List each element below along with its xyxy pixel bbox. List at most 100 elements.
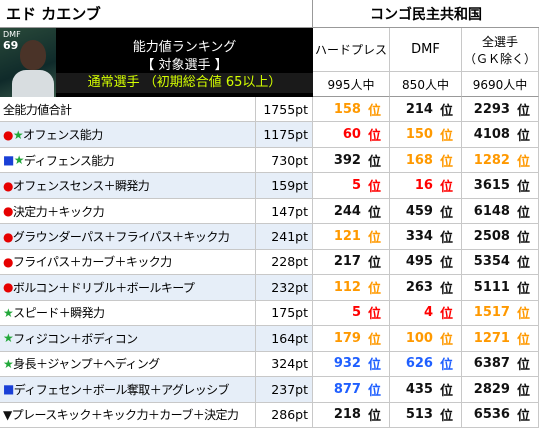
rank-suffix: 位 xyxy=(439,129,453,145)
rank-value: 244 xyxy=(333,203,361,219)
rank-value: 495 xyxy=(405,254,433,270)
rank-cell: 168 位 xyxy=(390,147,462,174)
rank-value: 100 xyxy=(405,330,433,346)
row-label: ■ ★ ディフェンス能力 xyxy=(0,147,256,174)
rank-cell: 6536 位 xyxy=(462,402,539,428)
rank-suffix: 位 xyxy=(367,281,381,297)
row-marker: ● xyxy=(3,229,13,244)
rank-value: 4108 xyxy=(473,127,510,143)
panel-title: 能力値ランキング xyxy=(132,40,237,55)
rank-suffix: 位 xyxy=(516,231,530,247)
rank-cell: 217 位 xyxy=(313,249,390,276)
rank-value: 6148 xyxy=(473,203,510,219)
rank-suffix: 位 xyxy=(516,129,530,145)
card-rating: 69 xyxy=(3,39,19,52)
rank-suffix: 位 xyxy=(439,307,453,323)
row-label-text: オフェンスセンス＋瞬発力 xyxy=(12,179,150,194)
rank-cell: 392 位 xyxy=(313,147,390,174)
rank-value: 2508 xyxy=(473,229,510,245)
row-marker: ■ xyxy=(3,382,14,397)
rank-suffix: 位 xyxy=(439,231,453,247)
row-points: 232pt xyxy=(256,275,313,301)
row-label-text: グラウンダーパス＋フライパス＋キック力 xyxy=(12,230,230,245)
rank-cell: 4108 位 xyxy=(462,122,539,148)
rank-suffix: 位 xyxy=(367,332,381,348)
panel-subtitle: 【 対象選手 】 xyxy=(141,58,228,73)
rank-value: 16 xyxy=(414,178,433,194)
rank-value: 2293 xyxy=(473,101,510,117)
row-marker: ★ xyxy=(12,127,24,142)
rank-cell: 334 位 xyxy=(390,224,462,250)
rank-suffix: 位 xyxy=(439,358,453,374)
row-label: ● グラウンダーパス＋フライパス＋キック力 xyxy=(0,224,256,250)
row-label-text: 決定力＋キック力 xyxy=(12,204,105,219)
rank-cell: 214 位 xyxy=(390,97,462,123)
rank-suffix: 位 xyxy=(516,358,530,374)
rank-cell: 1517 位 xyxy=(462,300,539,327)
rank-value: 214 xyxy=(405,101,433,117)
column-total: 9690人中 xyxy=(462,72,539,97)
rank-suffix: 位 xyxy=(516,205,530,221)
row-label: ● 決定力＋キック力 xyxy=(0,198,256,225)
row-label: ● ★ オフェンス能力 xyxy=(0,122,256,148)
title-panel: 能力値ランキング 【 対象選手 】 通常選手 （初期総合値 65以上） xyxy=(56,28,313,97)
row-marker: ★ xyxy=(13,153,25,168)
rank-cell: 5354 位 xyxy=(462,249,539,276)
rank-cell: 60 位 xyxy=(313,122,390,148)
column-label: DMF xyxy=(411,42,440,57)
rank-value: 5 xyxy=(351,305,361,321)
row-label-text: フィジコン＋ボディコン xyxy=(13,331,138,346)
rank-value: 626 xyxy=(405,356,433,372)
row-label: 全能力値合計 xyxy=(0,97,256,123)
rank-suffix: 位 xyxy=(516,307,530,323)
rank-cell: 112 位 xyxy=(313,275,390,301)
rank-suffix: 位 xyxy=(367,383,381,399)
row-marker: ★ xyxy=(3,305,14,320)
row-label-text: ディフェセン＋ボール奪取＋アグレッシブ xyxy=(13,382,230,397)
rank-cell: 626 位 xyxy=(390,351,462,378)
rank-suffix: 位 xyxy=(439,281,453,297)
rank-value: 150 xyxy=(405,127,433,143)
row-label: ■ ディフェセン＋ボール奪取＋アグレッシブ xyxy=(0,377,256,403)
rank-cell: 877 位 xyxy=(313,377,390,403)
row-points: 324pt xyxy=(256,351,313,378)
row-marker: ★ xyxy=(3,356,14,371)
rank-cell: 100 位 xyxy=(390,326,462,352)
rank-cell: 1282 位 xyxy=(462,147,539,174)
rank-value: 5354 xyxy=(473,254,510,270)
rank-value: 168 xyxy=(405,152,433,168)
row-marker: ● xyxy=(3,127,13,142)
row-points: 175pt xyxy=(256,300,313,327)
player-card: DMF 69 xyxy=(0,28,56,97)
rank-value: 6387 xyxy=(473,356,510,372)
rank-suffix: 位 xyxy=(367,154,381,170)
rank-value: 334 xyxy=(405,229,433,245)
row-points: 159pt xyxy=(256,173,313,199)
row-points: 241pt xyxy=(256,224,313,250)
rank-value: 1282 xyxy=(473,152,510,168)
rank-cell: 5111 位 xyxy=(462,275,539,301)
row-label: ● オフェンスセンス＋瞬発力 xyxy=(0,173,256,199)
rank-value: 1271 xyxy=(473,330,510,346)
rank-suffix: 位 xyxy=(367,256,381,272)
rank-suffix: 位 xyxy=(367,231,381,247)
rank-suffix: 位 xyxy=(439,205,453,221)
rank-suffix: 位 xyxy=(516,332,530,348)
row-points: 237pt xyxy=(256,377,313,403)
rank-suffix: 位 xyxy=(367,307,381,323)
column-total: 995人中 xyxy=(313,72,390,97)
column-header: ハードプレス xyxy=(313,28,390,72)
row-points: 147pt xyxy=(256,198,313,225)
rank-cell: 3615 位 xyxy=(462,173,539,199)
rank-cell: 459 位 xyxy=(390,198,462,225)
rank-value: 158 xyxy=(333,101,361,117)
player-shirt xyxy=(12,70,54,97)
rank-suffix: 位 xyxy=(439,180,453,196)
row-marker: ★ xyxy=(3,331,14,346)
row-points: 164pt xyxy=(256,326,313,352)
rank-value: 218 xyxy=(333,407,361,423)
rank-cell: 150 位 xyxy=(390,122,462,148)
rank-cell: 2829 位 xyxy=(462,377,539,403)
